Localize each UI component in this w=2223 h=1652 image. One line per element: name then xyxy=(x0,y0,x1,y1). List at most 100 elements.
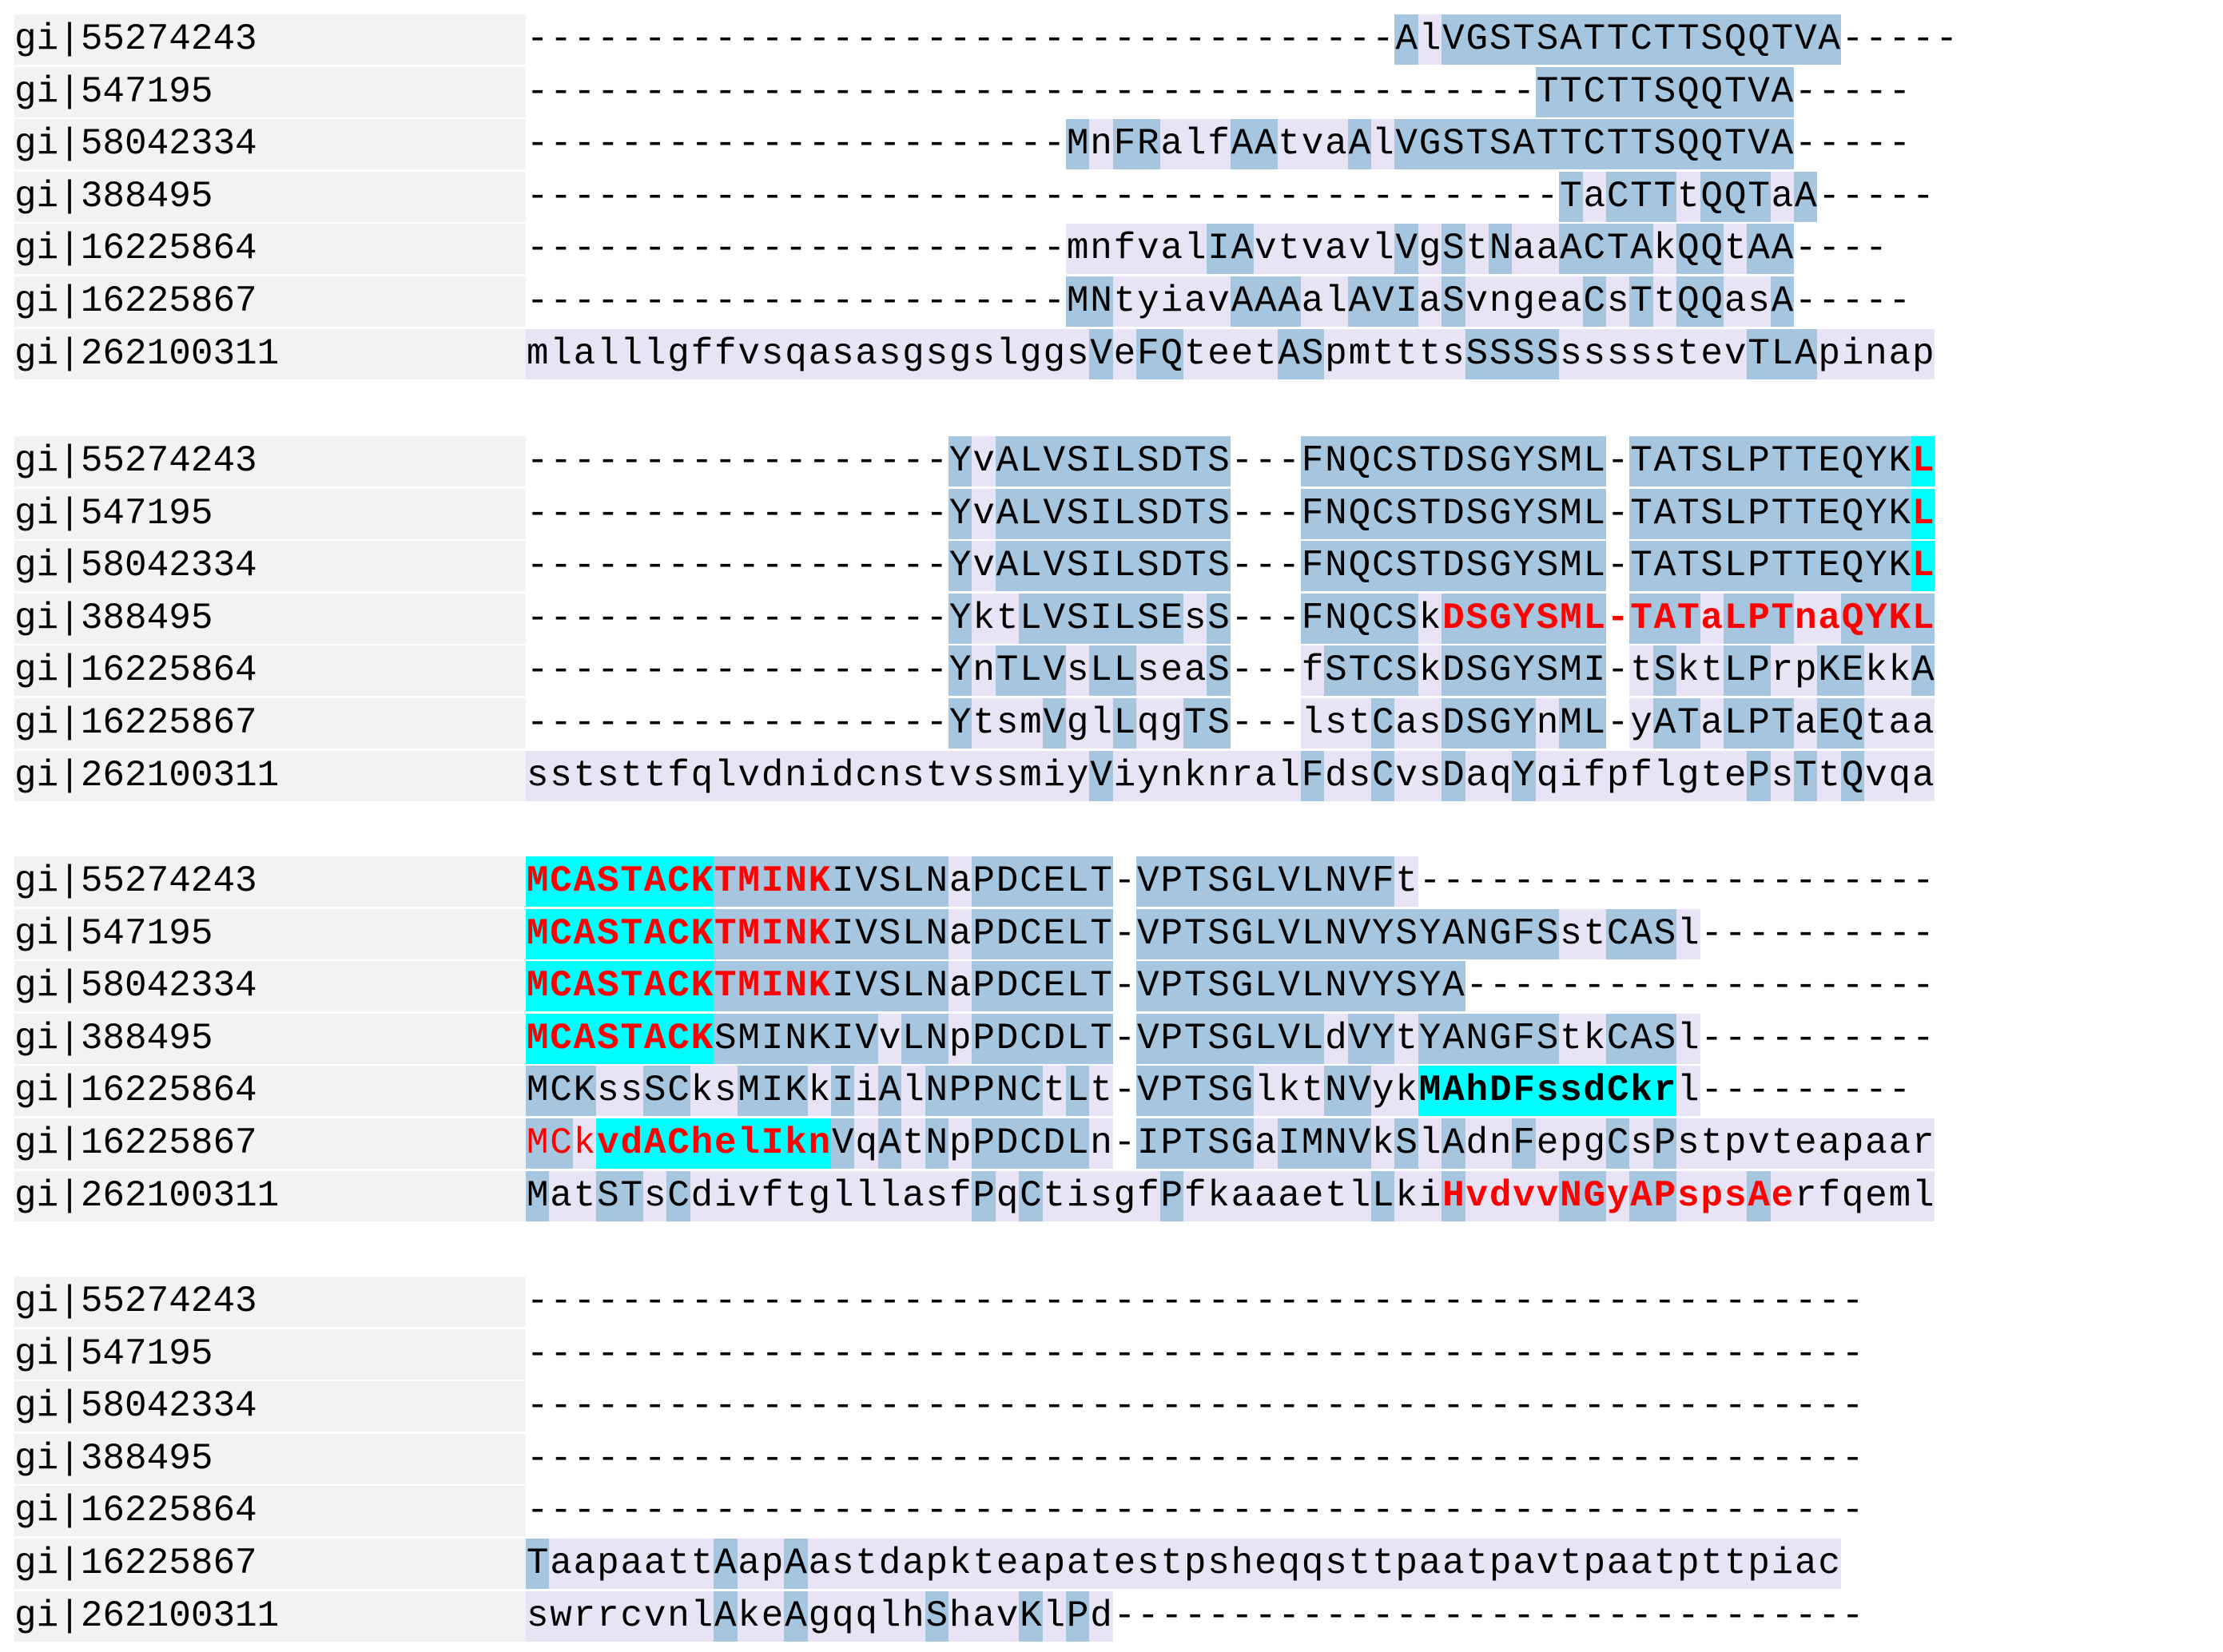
residue: q xyxy=(1300,1539,1325,1589)
residue: g xyxy=(1042,328,1066,379)
residue: T xyxy=(1770,541,1795,592)
residue: Q xyxy=(1347,593,1372,644)
gap-residue: - xyxy=(1583,1594,1606,1637)
residue: C xyxy=(666,1013,690,1064)
residue: s xyxy=(1652,328,1677,379)
gap-residue: - xyxy=(550,649,572,692)
gap-residue: - xyxy=(878,18,901,60)
residue: L xyxy=(1089,645,1113,697)
residue: A xyxy=(1817,14,1841,65)
residue: S xyxy=(1394,488,1418,539)
residue: i xyxy=(1770,1539,1795,1589)
residue: t xyxy=(1371,1539,1395,1589)
gap-residue: - xyxy=(620,1281,643,1322)
residue: T xyxy=(1183,1118,1207,1169)
residue: N xyxy=(1559,1170,1583,1221)
residue: s xyxy=(1207,1539,1231,1589)
gap-residue: - xyxy=(1278,597,1300,639)
gap-residue: - xyxy=(831,280,854,322)
gap-residue: - xyxy=(1606,1437,1629,1479)
gap-residue: - xyxy=(1794,1070,1817,1112)
residue: A xyxy=(1347,119,1372,170)
residue: A xyxy=(1794,328,1818,379)
gap-residue: - xyxy=(878,649,901,692)
residue: I xyxy=(1277,1118,1301,1169)
residue: F xyxy=(1512,1066,1536,1117)
gap-residue: - xyxy=(738,228,761,270)
residue: t xyxy=(901,1118,925,1169)
residue: l xyxy=(831,1170,855,1221)
gap-residue: - xyxy=(1066,18,1089,60)
gap-residue: - xyxy=(1137,18,1159,60)
residue: g xyxy=(948,328,972,379)
residue: Q xyxy=(1840,750,1865,801)
residue: S xyxy=(1207,1118,1231,1169)
residue: t xyxy=(1817,750,1841,801)
gap-residue: - xyxy=(1794,228,1817,270)
residue: I xyxy=(1089,541,1113,592)
residue: l xyxy=(1254,1066,1278,1117)
residue: t xyxy=(1347,698,1372,749)
gap-residue: - xyxy=(714,1281,737,1322)
residue: v xyxy=(995,1590,1020,1642)
residue: T xyxy=(1794,488,1818,539)
residue: E xyxy=(1817,541,1841,592)
gap-residue: - xyxy=(1748,1385,1770,1428)
sequence-residues: ----------------------------------------… xyxy=(526,66,1911,117)
gap-residue: - xyxy=(1066,175,1089,217)
residue: Q xyxy=(1840,488,1865,539)
gap-residue: - xyxy=(761,545,784,587)
residue: T xyxy=(1089,961,1113,1012)
gap-residue: - xyxy=(1560,965,1582,1007)
residue: e xyxy=(714,1118,738,1169)
gap-residue: - xyxy=(1888,1017,1911,1059)
residue: s xyxy=(526,1590,550,1642)
residue: S xyxy=(1207,1066,1231,1117)
alignment-row: gi|547195- - - - - - - - - - - - - - - - - - - - - - - - - - - - - - -… xyxy=(0,1328,2223,1380)
residue: e xyxy=(1723,750,1748,801)
gap-residue: - xyxy=(1794,860,1817,902)
residue: S xyxy=(1535,14,1560,65)
residue: s xyxy=(1324,698,1348,749)
residue: a xyxy=(1254,1118,1278,1169)
residue: Y xyxy=(1864,436,1888,486)
residue: k xyxy=(1207,1170,1231,1221)
gap-residue: - xyxy=(1278,545,1300,587)
gap-residue: - xyxy=(738,70,761,113)
residue: e xyxy=(1535,276,1560,327)
gap-residue: - xyxy=(1113,1385,1136,1428)
residue: G xyxy=(1465,14,1489,65)
gap-residue: - xyxy=(1113,860,1136,902)
residue: L xyxy=(1019,541,1043,592)
residue: d xyxy=(1465,1118,1489,1169)
residue: I xyxy=(760,1066,785,1117)
gap-residue: - xyxy=(1348,175,1371,217)
residue: N xyxy=(925,1013,949,1064)
residue: S xyxy=(1065,593,1090,644)
gap-residue: - xyxy=(1231,492,1254,534)
residue: L xyxy=(1112,645,1137,697)
gap-residue: - xyxy=(550,1437,572,1479)
gap-residue: - xyxy=(1724,1437,1747,1479)
gap-residue: - xyxy=(1278,1281,1300,1322)
gap-residue: - xyxy=(1348,1385,1371,1428)
residue: K xyxy=(1887,436,1912,486)
gap-residue: - xyxy=(714,1490,737,1532)
residue: V xyxy=(1347,1118,1372,1169)
residue: E xyxy=(1817,698,1841,749)
residue: p xyxy=(1324,328,1348,379)
residue: P xyxy=(972,1013,996,1064)
residue: S xyxy=(1324,645,1348,697)
gap-residue: - xyxy=(925,649,948,692)
residue: L xyxy=(1723,593,1748,644)
gap-residue: - xyxy=(738,492,761,534)
gap-residue: - xyxy=(1748,1594,1770,1637)
residue: e xyxy=(1770,1170,1795,1221)
residue: e xyxy=(1794,1118,1818,1169)
gap-residue: - xyxy=(1700,1385,1724,1428)
gap-residue: - xyxy=(597,1385,619,1428)
sequence-id-label: gi|16225864 xyxy=(14,645,526,697)
